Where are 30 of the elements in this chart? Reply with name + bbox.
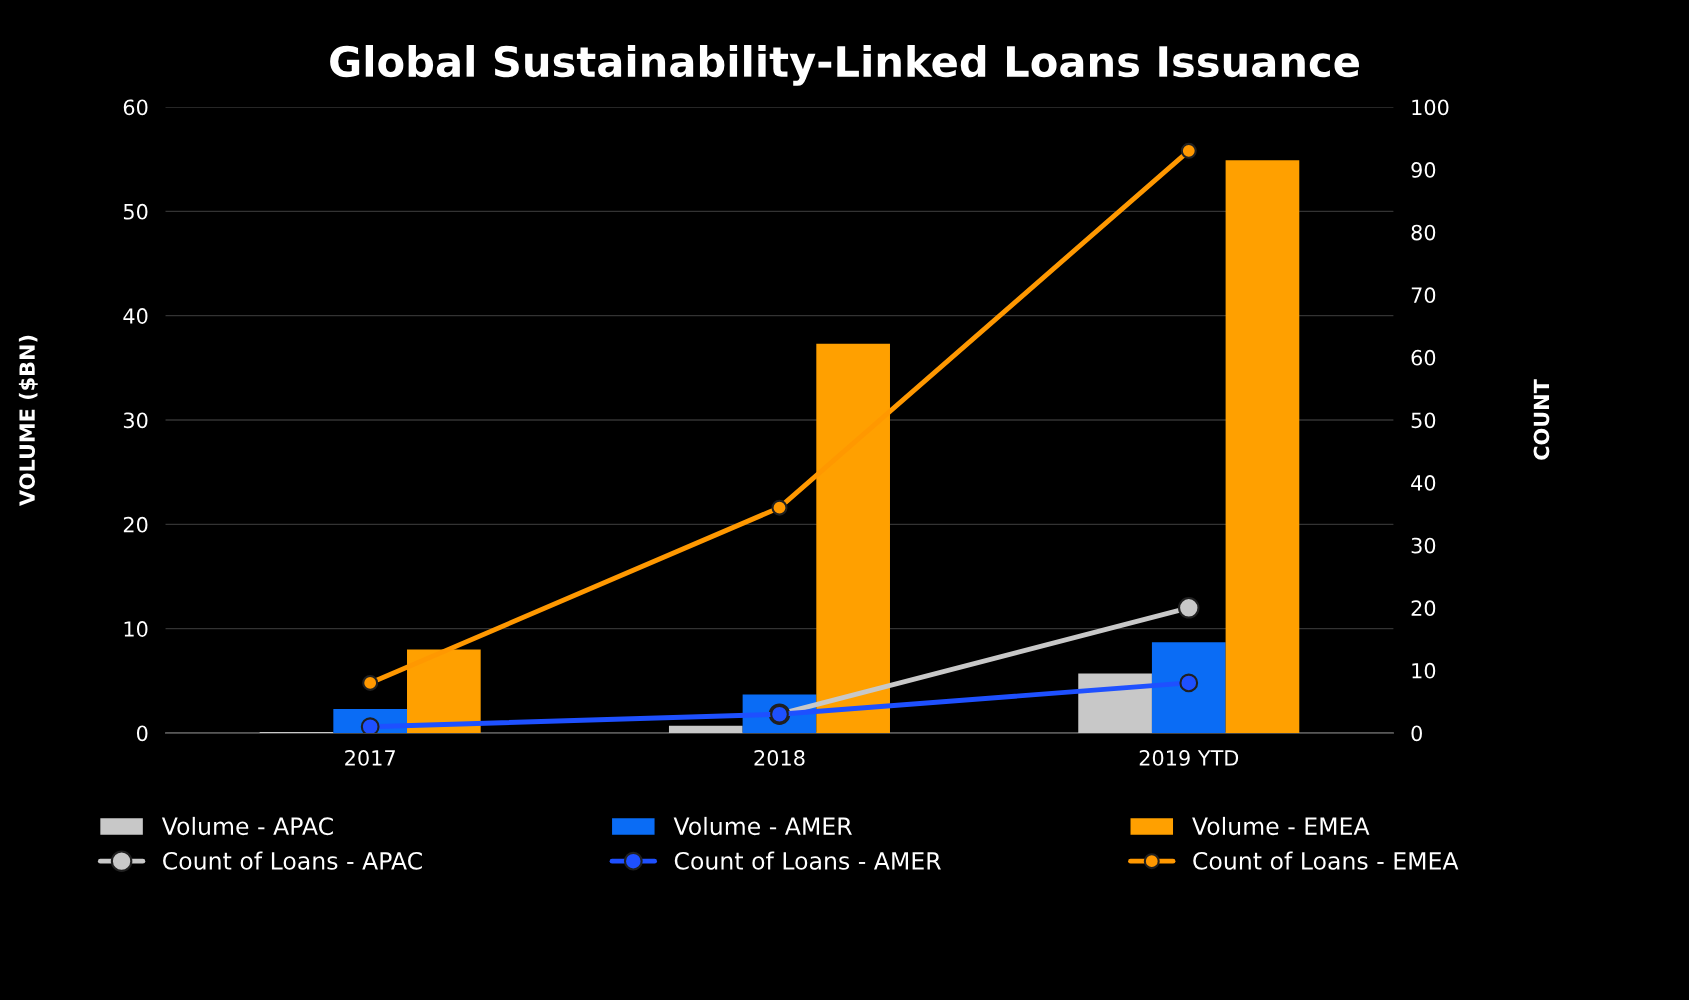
- y-axis-title: VOLUME ($BN): [18, 335, 38, 506]
- y2-tick-label: 50: [1411, 412, 1436, 429]
- y2-axis-title: COUNT: [1533, 379, 1550, 460]
- y-tick-label: 0: [136, 725, 148, 742]
- y2-tick-label: 100: [1412, 99, 1449, 116]
- y2-tick-label: 40: [1411, 475, 1436, 491]
- y-tick-label: 10: [124, 621, 148, 637]
- y-tick-label: 60: [123, 99, 148, 116]
- legend-label: Volume - AMER: [673, 816, 852, 836]
- y2-tick-label: 80: [1411, 224, 1436, 241]
- y2-tick-label: 0: [1411, 725, 1422, 742]
- y-tick-label: 30: [123, 412, 148, 429]
- legend-label: Count of Loans - AMER: [674, 851, 941, 870]
- legend-label: Volume - EMEA: [1192, 816, 1370, 836]
- y-tick-label: 50: [123, 203, 148, 220]
- y2-tick-label: 20: [1411, 600, 1436, 617]
- legend-label: Count of Loans - APAC: [163, 851, 422, 870]
- y2-tick-label: 70: [1411, 287, 1436, 304]
- x-tick-label: 2018: [754, 750, 805, 766]
- legend-label: Volume - APAC: [161, 816, 333, 836]
- chart-title: Global Sustainability-Linked Loans Issuance: [330, 45, 1359, 86]
- x-tick-label: 2017: [345, 750, 395, 766]
- y2-tick-label: 60: [1411, 349, 1436, 366]
- y2-tick-label: 10: [1412, 662, 1436, 679]
- y2-tick-label: 30: [1411, 537, 1436, 554]
- y-tick-label: 20: [123, 516, 148, 533]
- x-tick-label: 2019 YTD: [1139, 750, 1239, 766]
- y-tick-label: 40: [123, 308, 148, 324]
- y2-tick-label: 90: [1411, 162, 1436, 178]
- legend-label: Count of Loans - EMEA: [1193, 851, 1459, 870]
